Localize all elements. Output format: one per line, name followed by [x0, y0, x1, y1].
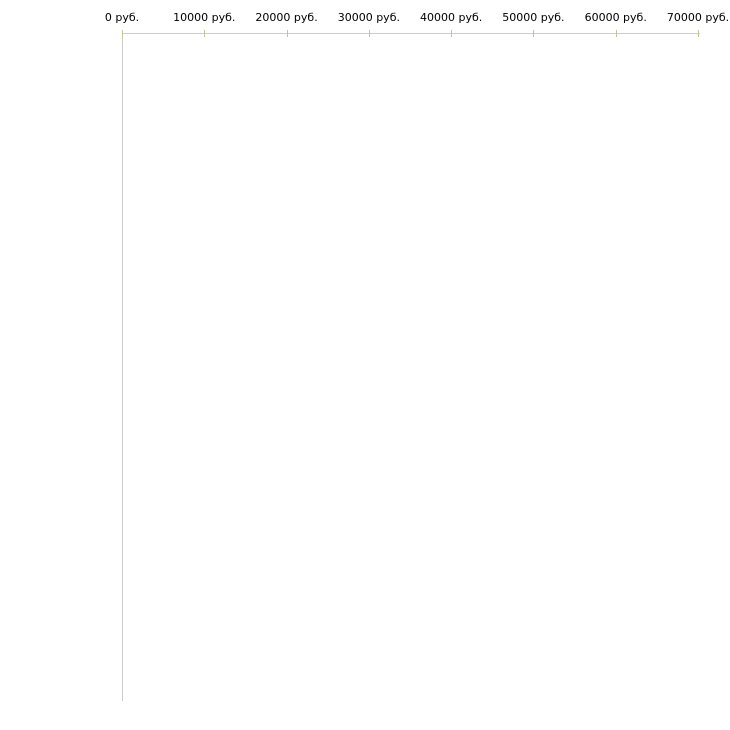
x-axis-tick-label: 60000 руб. — [584, 11, 647, 24]
x-axis-tick — [615, 30, 617, 37]
x-axis-tick-label: 10000 руб. — [173, 11, 236, 24]
x-axis-line — [122, 33, 700, 34]
x-axis-tick — [122, 30, 123, 37]
x-axis-tick-label: 30000 руб. — [337, 11, 400, 24]
x-axis-tick-label: 70000 руб. — [666, 11, 730, 24]
x-axis-tick — [204, 30, 206, 37]
x-axis-tick-label: 40000 руб. — [420, 11, 483, 24]
x-axis-tick-label: 20000 руб. — [255, 11, 318, 24]
x-axis-tick — [368, 30, 370, 37]
x-axis-tick-label: 50000 руб. — [502, 11, 565, 24]
x-axis-tick — [698, 30, 699, 37]
x-axis-tick-label: 0 руб. — [104, 11, 140, 24]
y-axis-line — [122, 33, 123, 701]
x-axis-tick — [451, 30, 453, 37]
x-axis-tick — [533, 30, 535, 37]
x-axis-tick — [286, 30, 288, 37]
